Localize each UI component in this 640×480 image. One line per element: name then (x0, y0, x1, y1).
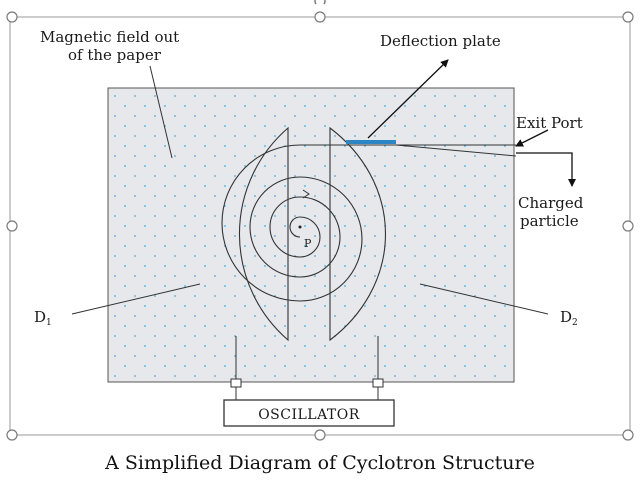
exit-port-line (395, 144, 517, 157)
d1-label: D1 (34, 308, 52, 328)
terminal-left (230, 378, 242, 388)
spiral-direction-arrow-icon (302, 189, 310, 199)
exit-port-arrow (515, 129, 549, 147)
deflection-plate-label: Deflection plate (380, 32, 501, 50)
source-point (298, 225, 302, 229)
terminal-right (372, 378, 384, 388)
deflection-plate (346, 140, 396, 144)
dee-d2 (329, 126, 386, 342)
selection-handles[interactable] (6, 0, 634, 441)
dee-d1 (238, 126, 289, 342)
charged-particle-arrow (516, 152, 576, 187)
magnetic-field-label-line2: of the paper (68, 46, 162, 64)
magnetic-field-region (107, 87, 515, 383)
resize-handle-bottom-right[interactable] (622, 429, 634, 441)
deflection-plate-arrow (367, 59, 449, 139)
exit-port-label: Exit Port (516, 114, 583, 132)
d2-label: D2 (560, 308, 578, 328)
magnetic-field-label-line1: Magnetic field out (40, 28, 179, 46)
d2-leader (419, 283, 549, 315)
rotate-handle-icon[interactable] (314, 0, 326, 5)
resize-handle-top-left[interactable] (6, 11, 18, 23)
d1-leader (71, 283, 201, 315)
center-label: P (304, 237, 312, 250)
resize-handle-bottom[interactable] (314, 429, 326, 441)
oscillator-box (223, 399, 395, 427)
figure-caption: A Simplified Diagram of Cyclotron Struct… (105, 452, 535, 474)
resize-handle-top[interactable] (314, 11, 326, 23)
magnetic-field-leader (149, 65, 173, 159)
resize-handle-top-right[interactable] (622, 11, 634, 23)
oscillator-label: OSCILLATOR (258, 407, 360, 423)
resize-handle-right[interactable] (622, 220, 634, 232)
resize-handle-bottom-left[interactable] (6, 429, 18, 441)
resize-handle-left[interactable] (6, 220, 18, 232)
charged-particle-label-line2: particle (520, 212, 579, 230)
charged-particle-label-line1: Charged (518, 194, 584, 212)
particle-spiral-path (221, 144, 402, 302)
